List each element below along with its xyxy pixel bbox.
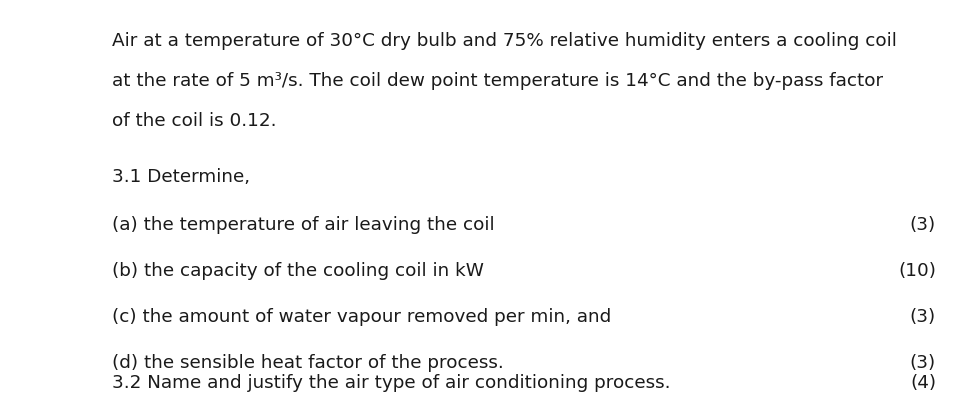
- Text: (4): (4): [909, 374, 935, 392]
- Text: 3.2 Name and justify the air type of air conditioning process.: 3.2 Name and justify the air type of air…: [111, 374, 670, 392]
- Text: (3): (3): [909, 308, 935, 326]
- Text: (3): (3): [909, 354, 935, 372]
- Text: of the coil is 0.12.: of the coil is 0.12.: [111, 112, 276, 130]
- Text: Air at a temperature of 30°C dry bulb and 75% relative humidity enters a cooling: Air at a temperature of 30°C dry bulb an…: [111, 32, 895, 50]
- Text: (d) the sensible heat factor of the process.: (d) the sensible heat factor of the proc…: [111, 354, 503, 372]
- Text: (3): (3): [909, 216, 935, 234]
- Text: (10): (10): [897, 262, 935, 280]
- Text: (a) the temperature of air leaving the coil: (a) the temperature of air leaving the c…: [111, 216, 493, 234]
- Text: 3.1 Determine,: 3.1 Determine,: [111, 168, 249, 186]
- Text: (b) the capacity of the cooling coil in kW: (b) the capacity of the cooling coil in …: [111, 262, 483, 280]
- Text: at the rate of 5 m³/s. The coil dew point temperature is 14°C and the by-pass fa: at the rate of 5 m³/s. The coil dew poin…: [111, 72, 882, 90]
- Text: (c) the amount of water vapour removed per min, and: (c) the amount of water vapour removed p…: [111, 308, 610, 326]
